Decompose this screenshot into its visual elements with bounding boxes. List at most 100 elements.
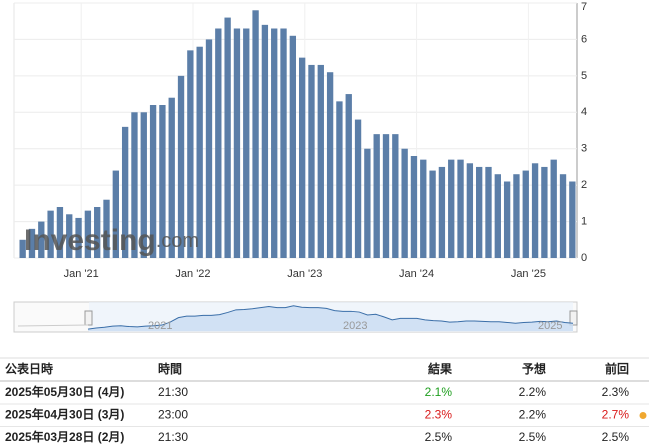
navigator-label: 2021 bbox=[148, 320, 172, 332]
bar bbox=[205, 39, 213, 258]
navigator-handle[interactable] bbox=[569, 310, 578, 326]
bar bbox=[224, 17, 231, 259]
table-cell: 2.3% bbox=[425, 408, 453, 422]
bar bbox=[252, 10, 259, 258]
bar bbox=[541, 166, 548, 258]
bar bbox=[373, 134, 380, 258]
bar bbox=[401, 148, 408, 258]
navigator-handle[interactable] bbox=[84, 310, 93, 326]
bar bbox=[75, 217, 82, 258]
bar bbox=[392, 134, 399, 258]
bar bbox=[84, 210, 92, 258]
bar bbox=[420, 159, 427, 258]
x-tick-label: Jan '25 bbox=[511, 268, 546, 280]
watermark-main: Investing bbox=[24, 224, 156, 257]
bar bbox=[66, 214, 73, 258]
table-header: 時間 bbox=[158, 361, 182, 376]
table-cell: 2025年05月30日 (4月) bbox=[5, 384, 124, 399]
bar bbox=[457, 159, 464, 258]
bar bbox=[531, 163, 539, 258]
bar bbox=[410, 156, 418, 258]
bar bbox=[438, 166, 446, 258]
bar bbox=[177, 75, 185, 258]
navigator-lead bbox=[17, 324, 89, 327]
x-tick-label: Jan '22 bbox=[175, 268, 210, 280]
bar bbox=[271, 28, 278, 258]
y-tick-label: 0 bbox=[581, 252, 587, 264]
bar bbox=[28, 228, 36, 258]
y-tick-label: 5 bbox=[581, 70, 587, 82]
bar bbox=[466, 163, 474, 258]
table-cell: 2.2% bbox=[519, 408, 547, 422]
bar bbox=[19, 239, 26, 258]
table-cell: 2.3% bbox=[602, 385, 630, 399]
bar bbox=[494, 174, 501, 258]
navigator-area bbox=[88, 305, 573, 331]
bar bbox=[569, 181, 576, 258]
table-header: 結果 bbox=[428, 361, 452, 376]
bar bbox=[345, 94, 352, 258]
table-header: 公表日時 bbox=[5, 361, 53, 376]
bar bbox=[140, 112, 147, 259]
revision-dot bbox=[639, 412, 647, 419]
table-header: 予想 bbox=[522, 361, 546, 376]
bar bbox=[513, 174, 520, 258]
navigator-label: 2025 bbox=[538, 320, 562, 332]
bar bbox=[94, 207, 101, 258]
bar bbox=[149, 105, 157, 258]
bar bbox=[280, 28, 287, 258]
table: 公表日時 時間 結果 予想 前回 2025年05月30日 (4月) 21:30 2.1% 2.2… bbox=[0, 361, 649, 444]
table-cell: 2.5% bbox=[519, 430, 547, 444]
table-cell: 2.1% bbox=[425, 385, 453, 399]
watermark: Investing.com bbox=[24, 224, 199, 257]
table-cell: 2.2% bbox=[519, 385, 547, 399]
bar bbox=[168, 97, 175, 258]
y-tick-label: 6 bbox=[581, 33, 587, 45]
bar bbox=[243, 28, 250, 258]
y-tick-label: 2 bbox=[581, 179, 587, 191]
bar bbox=[215, 28, 222, 258]
bar bbox=[196, 46, 203, 258]
x-tick-label: Jan '23 bbox=[287, 268, 322, 280]
table-cell: 21:30 bbox=[158, 385, 188, 399]
bar bbox=[354, 119, 362, 258]
y-tick-label: 7 bbox=[581, 1, 587, 13]
bar bbox=[56, 207, 64, 258]
bar bbox=[503, 181, 511, 258]
bar bbox=[298, 57, 306, 259]
table-cell: 2025年03月28日 (2月) bbox=[5, 429, 124, 444]
bar bbox=[550, 159, 557, 258]
y-tick-label: 3 bbox=[581, 143, 587, 155]
navigator-label: 2023 bbox=[343, 320, 367, 332]
bar bbox=[429, 170, 436, 258]
table-cell: 2.5% bbox=[602, 430, 630, 444]
bar bbox=[326, 72, 334, 258]
table-cell: 2.5% bbox=[425, 430, 453, 444]
table-cell: 2.7% bbox=[602, 408, 630, 422]
bar bbox=[261, 24, 269, 258]
bar bbox=[131, 112, 138, 259]
bar bbox=[121, 126, 129, 258]
bar bbox=[317, 64, 324, 258]
table-cell: 2025年04月30日 (3月) bbox=[5, 407, 124, 422]
x-tick-label: Jan '24 bbox=[399, 268, 434, 280]
bar bbox=[364, 148, 371, 258]
bar bbox=[289, 35, 297, 259]
y-tick-label: 1 bbox=[581, 215, 587, 227]
table-cell: 21:30 bbox=[158, 430, 188, 444]
bar bbox=[187, 50, 194, 258]
bar bbox=[38, 221, 45, 258]
bar bbox=[559, 174, 567, 258]
bar bbox=[103, 199, 110, 258]
navigator-line bbox=[87, 305, 574, 330]
table-header: 前回 bbox=[605, 361, 629, 376]
watermark-suffix: .com bbox=[156, 230, 199, 252]
bar bbox=[233, 28, 241, 258]
bar bbox=[159, 105, 166, 258]
bar bbox=[382, 134, 390, 258]
bar bbox=[522, 170, 529, 258]
x-tick-label: Jan '21 bbox=[64, 268, 99, 280]
bar bbox=[485, 166, 492, 258]
bar bbox=[308, 64, 315, 258]
